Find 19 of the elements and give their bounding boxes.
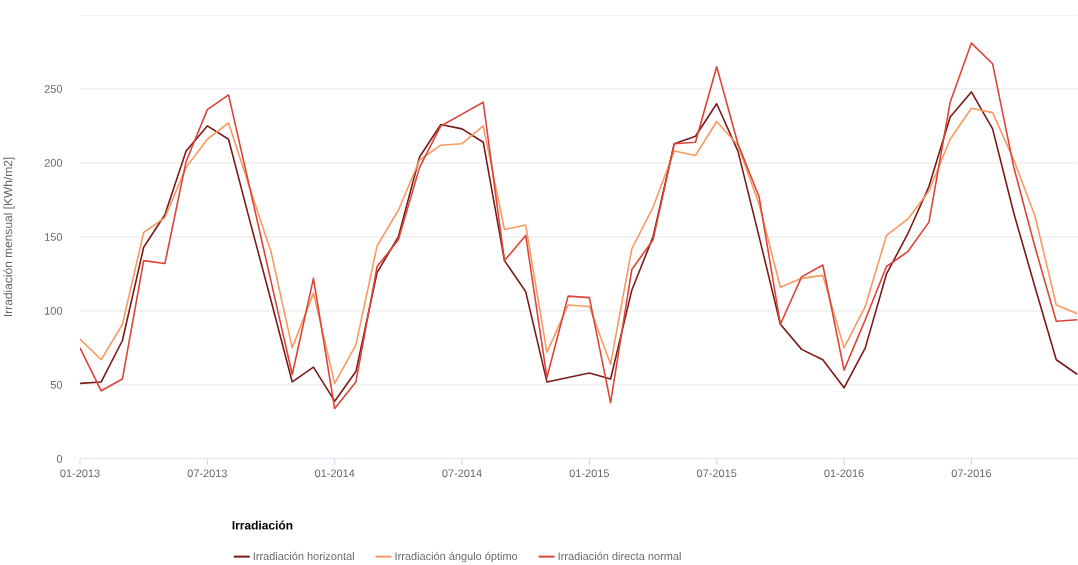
legend-label: Irradiación directa normal	[558, 551, 681, 560]
y-tick-label: 150	[45, 232, 63, 241]
x-tick-label: 07-2016	[951, 469, 992, 477]
legend-title: Irradiación	[232, 520, 293, 530]
x-tick-label: 01-2016	[824, 469, 864, 477]
y-axis-title: Irradiación mensual [KWh/m2]	[3, 157, 15, 316]
x-tick-label: 01-2014	[314, 469, 355, 477]
x-tick-label: 07-2015	[696, 469, 737, 477]
x-tick-label: 07-2013	[187, 469, 227, 477]
y-tick-label: 200	[44, 158, 63, 167]
x-tick-label: 01-2015	[569, 469, 610, 477]
y-tick-label: 250	[44, 84, 63, 93]
x-tick-label: 01-2013	[60, 469, 100, 477]
y-tick-label: 100	[45, 306, 63, 315]
legend-label: Irradiación horizontal	[253, 551, 354, 560]
y-tick-label: 50	[50, 380, 63, 389]
legend-label: Irradiación ángulo óptimo	[395, 551, 518, 562]
x-tick-label: 07-2014	[442, 469, 482, 477]
y-tick-label: 0	[56, 454, 63, 463]
